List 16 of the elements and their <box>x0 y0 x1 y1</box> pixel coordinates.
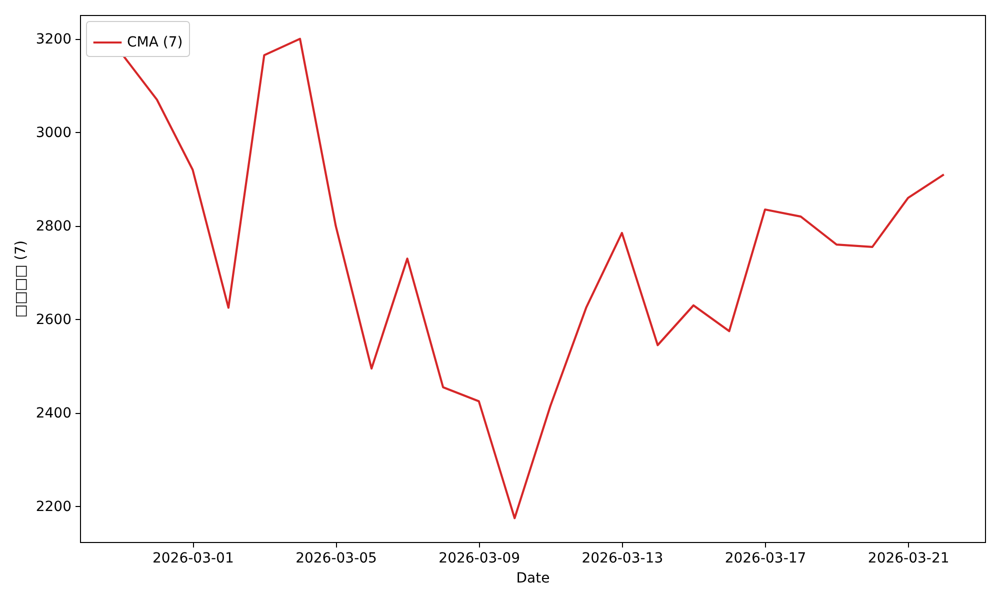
legend-label: CMA (7) <box>127 34 183 50</box>
y-axis-title: □□□□ (7) <box>12 240 29 318</box>
y-tick-label: 2600 <box>36 312 72 328</box>
x-tick-label: 2026-03-13 <box>582 550 664 566</box>
x-tick-label: 2026-03-17 <box>724 550 806 566</box>
y-tick-label: 2800 <box>36 218 72 234</box>
x-tick-label: 2026-03-01 <box>152 550 234 566</box>
x-tick-label: 2026-03-05 <box>296 550 377 566</box>
y-tick-label: 2400 <box>36 405 72 422</box>
y-tick-label: 3200 <box>36 31 72 48</box>
x-tick-label: 2026-03-21 <box>868 550 950 566</box>
x-tick-label: 2026-03-09 <box>438 550 520 566</box>
y-tick-label: 3000 <box>36 124 72 141</box>
line-series <box>120 38 945 520</box>
x-axis-title: Date <box>516 570 550 586</box>
y-tick-label: 2200 <box>36 498 72 515</box>
